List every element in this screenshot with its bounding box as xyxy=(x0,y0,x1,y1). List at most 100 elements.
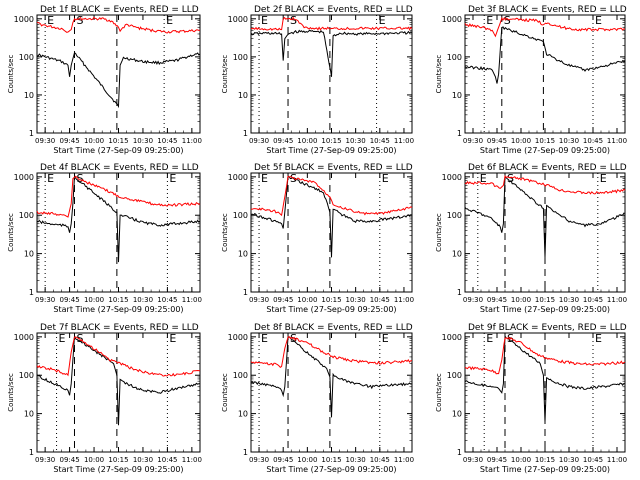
series-line-lld xyxy=(464,336,626,375)
series-line-events xyxy=(250,29,413,77)
x-tick-label: 09:30 xyxy=(249,296,269,304)
panel-1f: Det 1f BLACK = Events, RED = LLD 1 10 100 10… xyxy=(7,5,202,155)
plot-frame xyxy=(250,332,413,453)
y-tick-label: 10 xyxy=(238,410,248,419)
y-tick-label: 100 xyxy=(233,53,248,62)
x-tick-label: 11:00 xyxy=(607,296,627,304)
y-axis-label: Counts/sec xyxy=(221,55,229,94)
series-line-lld xyxy=(250,16,413,31)
x-tick-label: 11:00 xyxy=(182,296,202,304)
marker-label: E xyxy=(379,14,386,27)
marker-label: E xyxy=(261,172,268,185)
marker-label: E xyxy=(382,172,389,185)
y-tick-label: 1 xyxy=(243,288,248,297)
y-tick-label: 1 xyxy=(29,288,34,297)
panel-2f: Det 2f BLACK = Events, RED = LLD 1 10 100 10… xyxy=(221,5,414,155)
y-tick-label: 10 xyxy=(238,250,248,259)
x-axis-label: Start Time (27-Sep-09 09:25:00) xyxy=(266,465,396,474)
marker-label: S xyxy=(507,172,514,185)
y-axis-label: Counts/sec xyxy=(435,213,443,252)
y-tick-label: 10 xyxy=(452,250,462,259)
series-line-lld xyxy=(250,336,413,368)
plot-frame xyxy=(464,14,626,134)
marker-label: E xyxy=(600,172,607,185)
y-axis-label: Counts/sec xyxy=(221,373,229,412)
x-tick-label: 10:45 xyxy=(157,296,177,304)
panel-title: Det 2f BLACK = Events, RED = LLD xyxy=(254,5,413,15)
y-tick-label: 100 xyxy=(19,371,34,380)
series-line-events xyxy=(464,334,626,423)
series-line-events xyxy=(464,175,626,258)
plot-frame xyxy=(36,14,201,134)
x-tick-label: 10:00 xyxy=(84,296,104,304)
y-axis-label: Counts/sec xyxy=(221,213,229,252)
panel-title: Det 9f BLACK = Events, RED = LLD xyxy=(468,323,627,333)
y-tick-label: 1 xyxy=(457,129,462,138)
y-tick-label: 100 xyxy=(233,211,248,220)
x-tick-label: 09:45 xyxy=(487,456,507,464)
x-tick-label: 10:30 xyxy=(346,296,366,304)
x-tick-label: 09:45 xyxy=(60,137,80,145)
series-line-events xyxy=(250,174,413,258)
marker-label: E xyxy=(261,332,268,345)
x-tick-label: 09:45 xyxy=(60,296,80,304)
x-tick-label: 09:45 xyxy=(273,137,293,145)
y-tick-label: 10 xyxy=(24,91,34,100)
x-tick-label: 10:30 xyxy=(133,296,153,304)
y-tick-label: 1 xyxy=(457,448,462,457)
panel-5f: Det 5f BLACK = Events, RED = LLD 1 10 100 10… xyxy=(221,163,414,314)
x-tick-label: 10:45 xyxy=(157,456,177,464)
x-tick-label: 09:30 xyxy=(35,137,55,145)
x-tick-label: 09:45 xyxy=(487,296,507,304)
x-tick-label: 10:00 xyxy=(511,296,531,304)
x-axis-label: Start Time (27-Sep-09 09:25:00) xyxy=(266,305,396,314)
x-tick-label: 10:00 xyxy=(84,456,104,464)
y-tick-label: 100 xyxy=(447,53,462,62)
x-axis-label: Start Time (27-Sep-09 09:25:00) xyxy=(53,305,183,314)
x-tick-label: 09:30 xyxy=(249,137,269,145)
marker-label: E xyxy=(261,14,268,27)
x-tick-label: 10:15 xyxy=(535,137,555,145)
x-tick-label: 10:15 xyxy=(321,137,341,145)
panel-6f: Det 6f BLACK = Events, RED = LLD 1 10 100 10… xyxy=(435,163,627,314)
y-axis-label: Counts/sec xyxy=(7,373,15,412)
marker-label: E xyxy=(480,172,487,185)
x-tick-label: 10:30 xyxy=(133,456,153,464)
marker-label: E xyxy=(47,172,54,185)
x-tick-label: 10:45 xyxy=(157,137,177,145)
panel-7f: Det 7f BLACK = Events, RED = LLD 1 10 100 10… xyxy=(7,323,202,474)
plot-frame xyxy=(250,172,413,293)
y-tick-label: 1000 xyxy=(14,333,34,342)
panel-title: Det 8f BLACK = Events, RED = LLD xyxy=(254,323,413,333)
marker-label: S xyxy=(76,172,83,185)
x-tick-label: 09:30 xyxy=(463,137,483,145)
y-tick-label: 10 xyxy=(452,91,462,100)
x-tick-label: 10:30 xyxy=(559,137,579,145)
x-tick-label: 10:45 xyxy=(583,296,603,304)
series-line-lld xyxy=(36,336,201,377)
y-tick-label: 1000 xyxy=(228,173,248,182)
x-axis-label: Start Time (27-Sep-09 09:25:00) xyxy=(480,146,610,155)
y-tick-label: 100 xyxy=(19,53,34,62)
marker-label: E xyxy=(486,332,493,345)
panel-title: Det 7f BLACK = Events, RED = LLD xyxy=(40,323,199,333)
x-tick-label: 09:30 xyxy=(463,296,483,304)
series-line-events xyxy=(36,175,201,263)
panel-title: Det 5f BLACK = Events, RED = LLD xyxy=(254,163,413,173)
x-tick-label: 10:30 xyxy=(559,456,579,464)
y-tick-label: 10 xyxy=(452,410,462,419)
marker-label: S xyxy=(76,14,83,27)
x-tick-label: 11:00 xyxy=(607,137,627,145)
marker-label: E xyxy=(595,14,602,27)
x-tick-label: 10:30 xyxy=(346,456,366,464)
series-line-events xyxy=(36,51,201,109)
y-tick-label: 1000 xyxy=(442,15,462,24)
marker-label: E xyxy=(382,332,389,345)
x-tick-label: 10:00 xyxy=(511,456,531,464)
x-tick-label: 10:30 xyxy=(133,137,153,145)
series-line-lld xyxy=(464,17,626,38)
marker-label: S xyxy=(290,14,297,27)
x-axis-label: Start Time (27-Sep-09 09:25:00) xyxy=(53,465,183,474)
y-tick-label: 1 xyxy=(243,129,248,138)
x-tick-label: 10:45 xyxy=(370,137,390,145)
